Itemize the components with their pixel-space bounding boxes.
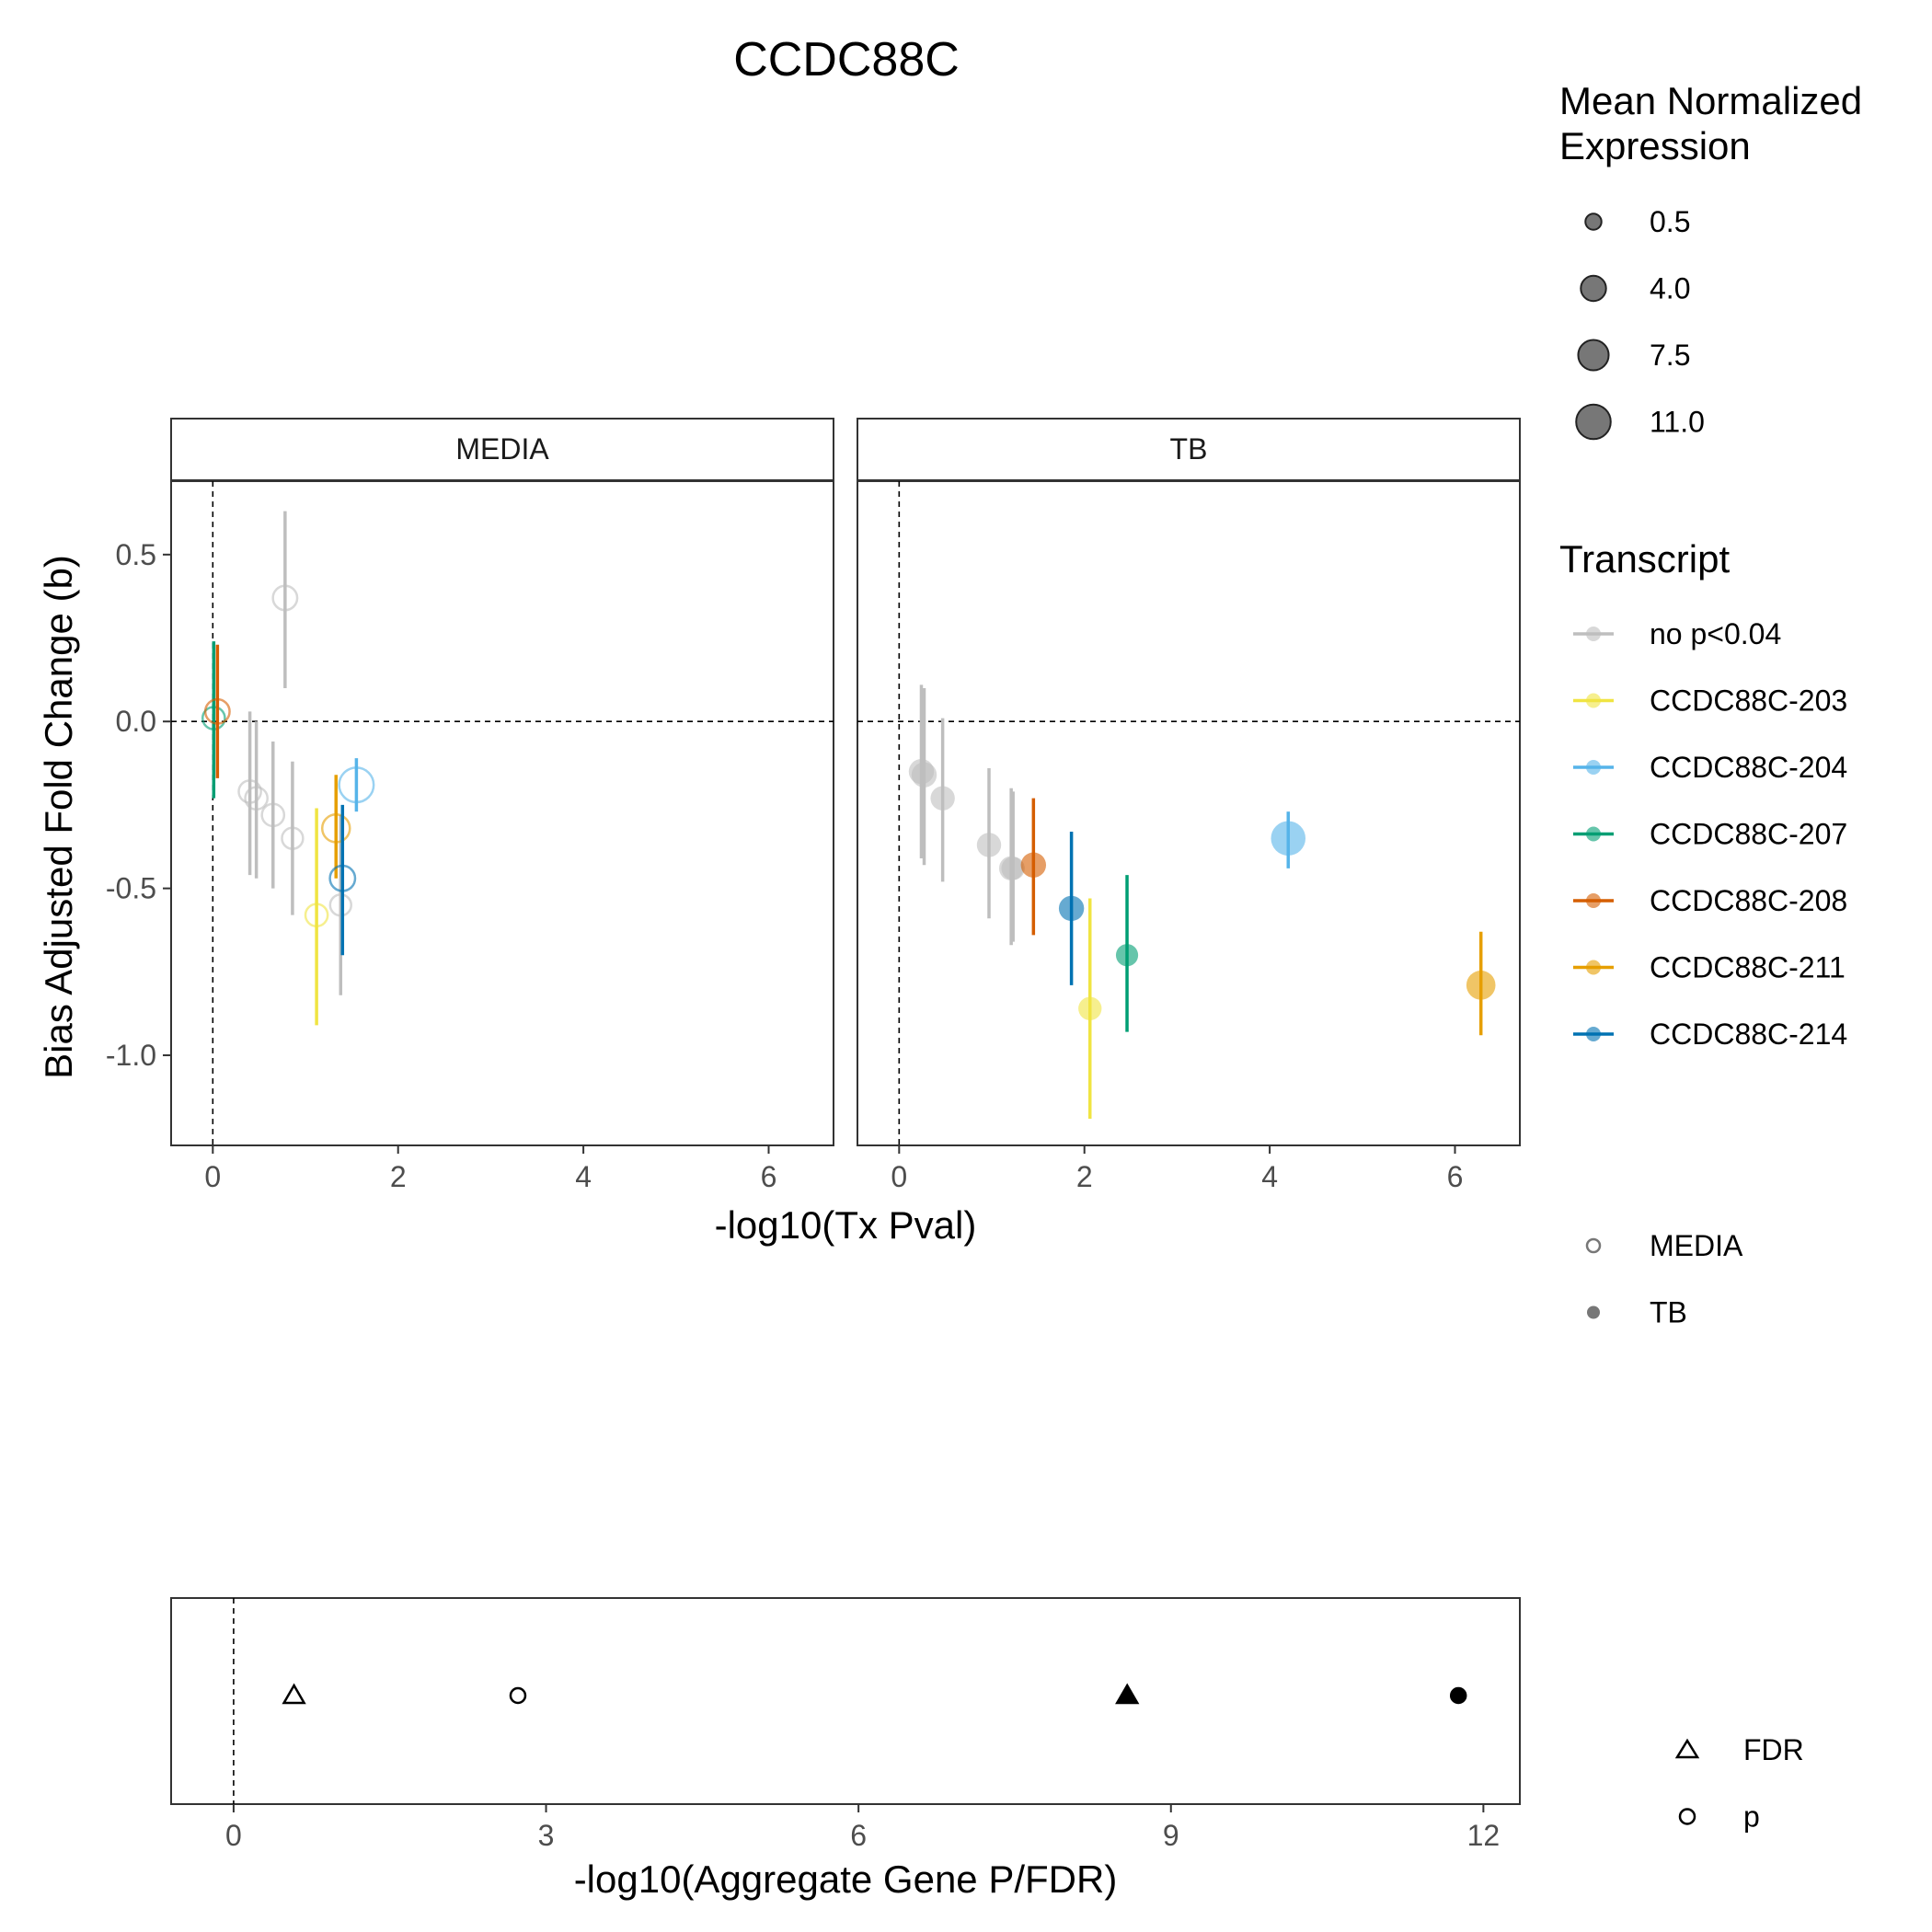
legend-stat: FDR p xyxy=(1674,1733,1804,1834)
legend-size-key xyxy=(1584,213,1603,231)
y-tick-label: -1.0 xyxy=(106,1039,156,1072)
legend-size-title-line2: Expression xyxy=(1559,124,1751,167)
x-tick-label: 4 xyxy=(1261,1160,1278,1193)
legend-transcript-dot xyxy=(1586,960,1601,975)
y-tick-label: -0.5 xyxy=(106,872,156,905)
legend-transcript-label: CCDC88C-214 xyxy=(1650,1018,1847,1051)
panel-background xyxy=(170,1597,1521,1805)
legend-size-title-line1: Mean Normalized xyxy=(1559,79,1862,122)
legend-transcript-label: CCDC88C-204 xyxy=(1650,751,1847,784)
strip-media: MEDIA xyxy=(170,418,834,481)
fdr-marker xyxy=(282,1683,306,1705)
panel-background xyxy=(857,480,1521,1146)
x-tick-label: 0 xyxy=(204,1160,221,1193)
legend-transcript-label: CCDC88C-211 xyxy=(1650,951,1846,984)
chart-title: CCDC88C xyxy=(733,33,960,86)
x-axis-aggregate: 0 3 6 9 12 xyxy=(225,1804,1500,1852)
y-axis: 0.5 0.0 -0.5 -1.0 xyxy=(106,538,171,1072)
legend-transcript-title: Transcript xyxy=(1559,537,1730,581)
x-tick-label: 0 xyxy=(225,1819,242,1852)
legend-condition: MEDIA TB xyxy=(1585,1229,1743,1329)
panel-media xyxy=(170,480,834,1146)
legend-size-key xyxy=(1577,339,1610,372)
legend-condition-label: TB xyxy=(1650,1296,1687,1329)
data-point xyxy=(201,706,226,730)
data-point xyxy=(1020,852,1047,878)
data-point xyxy=(328,864,357,892)
data-point xyxy=(320,813,351,844)
bottom-x-axis-label: -log10(Aggregate Gene P/FDR) xyxy=(574,1857,1118,1901)
p-marker xyxy=(1449,1686,1467,1705)
x-tick-label: 2 xyxy=(1076,1160,1093,1193)
legend-size-key xyxy=(1580,274,1607,303)
data-point xyxy=(911,762,937,788)
data-point xyxy=(1058,895,1085,922)
data-point xyxy=(203,697,231,725)
strip-tb: TB xyxy=(857,418,1521,481)
legend-size-label: 0.5 xyxy=(1650,205,1690,238)
data-point xyxy=(1466,971,1496,1000)
x-axis-label: -log10(Tx Pval) xyxy=(715,1203,977,1247)
x-tick-label: 12 xyxy=(1467,1819,1501,1852)
x-tick-label: 6 xyxy=(850,1819,867,1852)
data-point xyxy=(244,786,269,811)
legend-transcript-label: CCDC88C-203 xyxy=(1650,684,1847,718)
y-tick-label: 0.5 xyxy=(116,538,156,571)
x-axis-media: 0 2 4 6 xyxy=(204,1145,776,1193)
data-point xyxy=(260,802,286,828)
x-tick-label: 6 xyxy=(761,1160,777,1193)
data-point xyxy=(271,584,299,612)
x-tick-label: 4 xyxy=(575,1160,592,1193)
data-point xyxy=(338,766,375,804)
legend-size-label: 11.0 xyxy=(1650,406,1705,439)
legend-stat-label: FDR xyxy=(1743,1733,1804,1766)
x-tick-label: 6 xyxy=(1447,1160,1464,1193)
legend-transcript-dot xyxy=(1586,627,1601,641)
legend-transcript-dot xyxy=(1586,760,1601,775)
legend-stat-label: p xyxy=(1743,1800,1760,1834)
legend-size-key xyxy=(1575,403,1612,441)
x-axis-tb: 0 2 4 6 xyxy=(891,1145,1463,1193)
legend-size: Mean Normalized Expression 0.5 4.0 7.5 11.0 xyxy=(1559,79,1862,441)
data-point xyxy=(328,893,352,917)
legend-transcript-label: no p<0.04 xyxy=(1650,617,1781,650)
legend-transcript-dot xyxy=(1586,1027,1601,1041)
legend-transcript-dot xyxy=(1586,826,1601,842)
data-point xyxy=(304,903,329,927)
data-point xyxy=(976,833,1002,857)
x-tick-label: 0 xyxy=(891,1160,907,1193)
panel-background xyxy=(170,480,834,1146)
legend-transcript: Transcript no p<0.04 CCDC88C-203 CCDC88C-2… xyxy=(1559,537,1847,1051)
legend-transcript-dot xyxy=(1586,893,1601,908)
y-axis-label: Bias Adjusted Fold Change (b) xyxy=(37,555,80,1079)
fdr-marker xyxy=(1115,1683,1140,1705)
x-tick-label: 2 xyxy=(390,1160,407,1193)
legend-condition-label: MEDIA xyxy=(1650,1229,1743,1262)
strip-label-media: MEDIA xyxy=(455,432,549,466)
y-tick-label: 0.0 xyxy=(116,705,156,738)
x-tick-label: 9 xyxy=(1163,1819,1179,1852)
legend-stat-key xyxy=(1674,1738,1700,1759)
data-point xyxy=(930,786,955,811)
data-point xyxy=(1001,857,1025,880)
panel-tb xyxy=(857,480,1521,1146)
legend-size-label: 4.0 xyxy=(1650,272,1690,305)
data-point xyxy=(1271,821,1306,856)
legend-stat-key xyxy=(1678,1808,1696,1825)
strip-label-tb: TB xyxy=(1170,432,1208,466)
panel-aggregate xyxy=(170,1597,1521,1805)
legend-condition-key xyxy=(1587,1305,1600,1319)
data-point xyxy=(237,779,262,804)
p-marker xyxy=(509,1686,527,1705)
legend-transcript-label: CCDC88C-207 xyxy=(1650,818,1847,851)
legend-transcript-dot xyxy=(1586,693,1601,708)
data-point xyxy=(281,826,305,850)
legend-size-label: 7.5 xyxy=(1650,339,1690,372)
data-point xyxy=(1078,996,1102,1020)
x-tick-label: 3 xyxy=(538,1819,555,1852)
legend-condition-key xyxy=(1585,1237,1602,1254)
legend-transcript-label: CCDC88C-208 xyxy=(1650,884,1847,917)
data-point xyxy=(1115,944,1139,967)
